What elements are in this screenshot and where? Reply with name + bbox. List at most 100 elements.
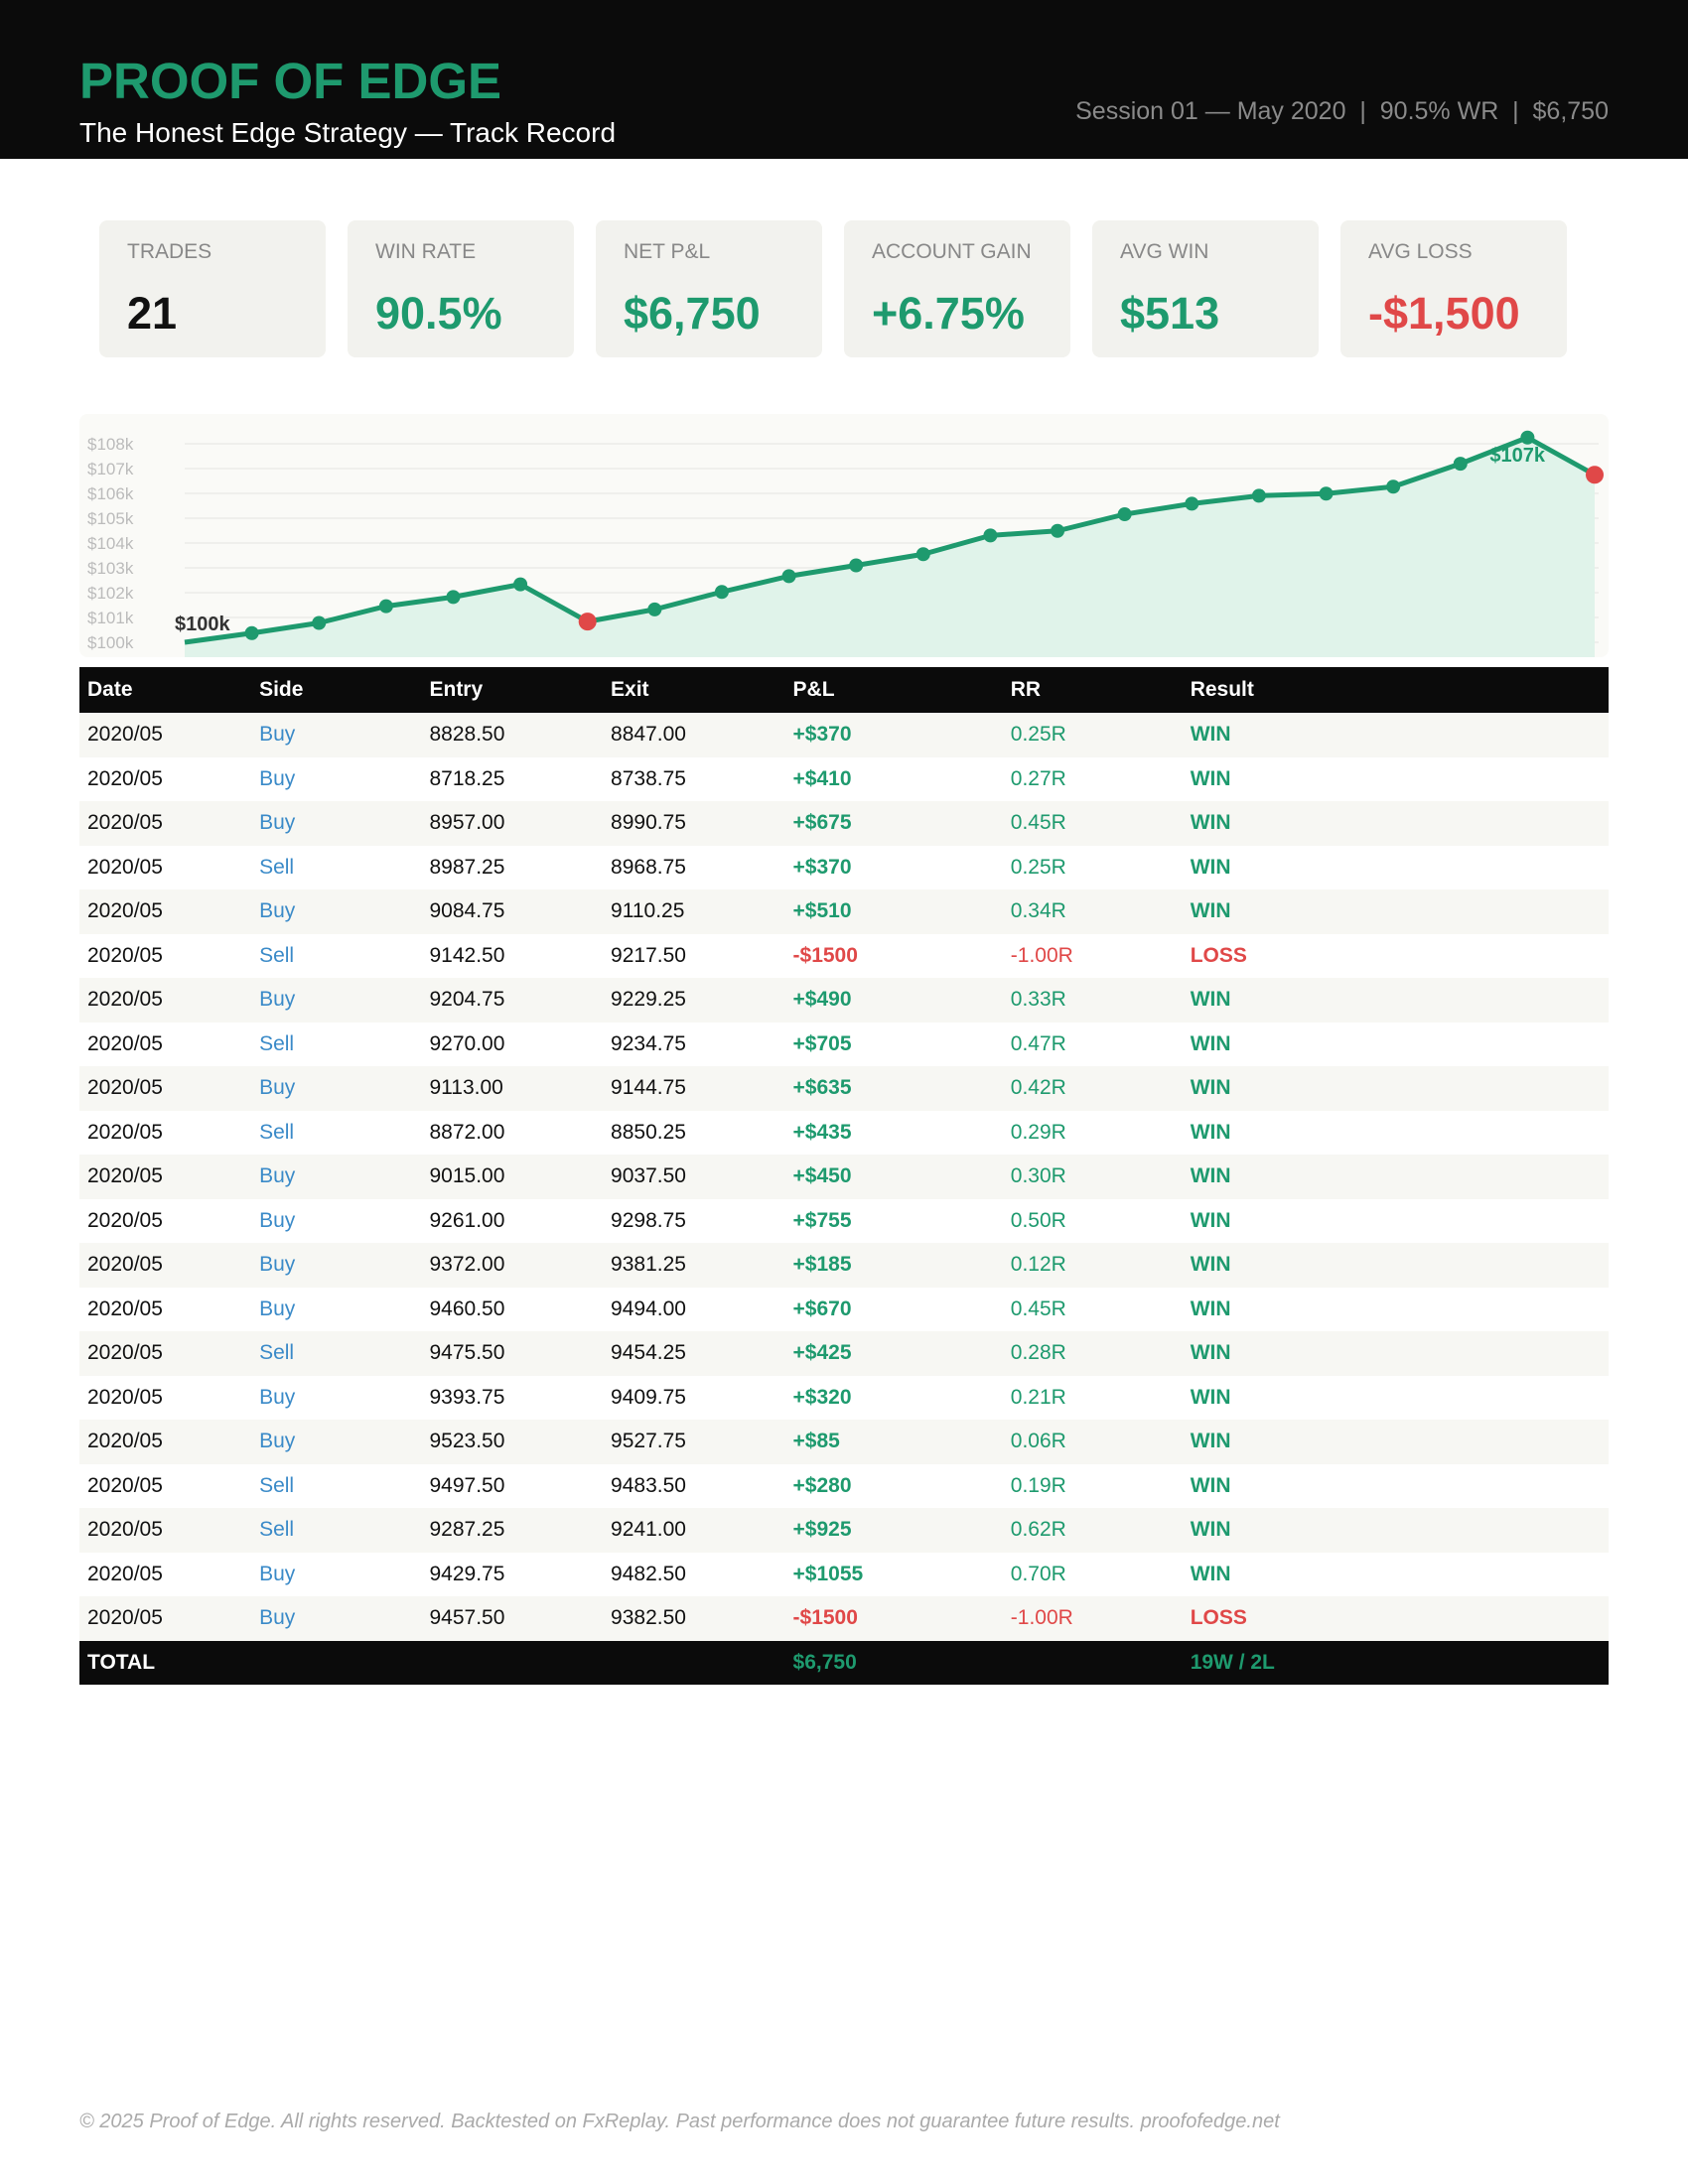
table-cell: 9409.75 — [611, 1385, 686, 1409]
table-cell: 8828.50 — [421, 713, 604, 757]
table-cell: 8847.00 — [603, 713, 785, 757]
equity-point — [647, 602, 662, 616]
y-tick-label: $108k — [87, 435, 134, 454]
table-cell: 9494.00 — [611, 1297, 686, 1320]
table-cell: WIN — [1190, 855, 1231, 879]
table-cell: -$1500 — [784, 1596, 1003, 1641]
header: PROOF OF EDGE The Honest Edge Strategy —… — [0, 0, 1688, 159]
table-cell: Buy — [251, 713, 422, 757]
total-label: TOTAL — [79, 1640, 252, 1685]
table-cell: 9475.50 — [421, 1331, 604, 1376]
table-cell: WIN — [1182, 1155, 1609, 1199]
table-cell: WIN — [1182, 889, 1609, 934]
table-cell: 9527.75 — [603, 1420, 785, 1464]
table-cell: -1.00R — [1002, 1596, 1183, 1641]
table-cell: 9241.00 — [603, 1508, 785, 1553]
stat-value: +6.75% — [872, 288, 1025, 339]
trade-table: Date Side Entry Exit P&L RR Result 2020/05 Buy 88… — [79, 667, 1609, 1685]
table-cell: WIN — [1182, 978, 1609, 1023]
table-cell: Buy — [251, 978, 422, 1023]
stat-value: $513 — [1120, 288, 1220, 339]
table-cell: Buy — [251, 889, 422, 934]
table-cell: 2020/05 — [87, 1120, 163, 1144]
column-header: Date — [79, 667, 252, 713]
equity-chart: $100k $101k $102k $103k $104k $105k $106k $107k… — [79, 414, 1609, 657]
table-cell: 0.34R — [1002, 889, 1183, 934]
table-cell: +$510 — [784, 889, 1003, 934]
table-cell: 9261.00 — [429, 1208, 505, 1232]
equity-point — [312, 615, 327, 630]
table-cell: 0.06R — [1002, 1420, 1183, 1464]
y-tick-label: $102k — [87, 584, 134, 603]
stat-card: AVG LOSS -$1,500 — [1340, 220, 1567, 357]
table-cell: 8990.75 — [603, 801, 785, 846]
table-cell: Sell — [259, 1473, 295, 1497]
table-cell: 9497.50 — [429, 1473, 505, 1497]
table-cell: 9460.50 — [429, 1297, 505, 1320]
table-cell: 9037.50 — [603, 1155, 785, 1199]
table-cell: WIN — [1182, 713, 1609, 757]
y-tick-label: $101k — [87, 609, 134, 627]
table-cell: 9113.00 — [421, 1066, 604, 1111]
table-cell: 8850.25 — [611, 1120, 686, 1144]
table-cell: +$185 — [784, 1243, 1003, 1288]
stat-card: TRADES 21 — [99, 220, 326, 357]
table-cell: 0.45R — [1002, 801, 1183, 846]
table-cell: 0.19R — [1010, 1473, 1066, 1497]
table-cell: Buy — [251, 1155, 422, 1199]
table-row: 2020/05 Sell 9475.50 9454.25 +$425 0.28R WIN — [79, 1331, 1609, 1376]
table-row: 2020/05 Sell 9142.50 9217.50 -$1500 -1.00R LOS… — [79, 934, 1609, 979]
table-cell: 0.45R — [1010, 1297, 1066, 1320]
table-cell: 9393.75 — [429, 1385, 505, 1409]
table-cell: Sell — [259, 1120, 295, 1144]
table-cell: 0.70R — [1010, 1562, 1066, 1585]
table-cell: Buy — [251, 801, 422, 846]
equity-line — [184, 435, 1597, 645]
table-cell: 0.47R — [1010, 1031, 1066, 1055]
table-row: 2020/05 Buy 9372.00 9381.25 +$185 0.12R WIN — [79, 1243, 1609, 1288]
stat-label: ACCOUNT GAIN — [872, 240, 1032, 263]
table-cell: Sell — [259, 855, 295, 879]
equity-point — [1453, 457, 1468, 472]
table-cell — [421, 1640, 604, 1685]
table-row: 2020/05 Buy 9015.00 9037.50 +$450 0.30R WIN — [79, 1155, 1609, 1199]
table-cell: 9381.25 — [603, 1243, 785, 1288]
table-cell: 2020/05 — [87, 1297, 163, 1320]
table-cell: WIN — [1190, 1385, 1231, 1409]
equity-point — [1117, 507, 1132, 521]
table-cell: WIN — [1182, 1243, 1609, 1288]
table-cell: 2020/05 — [79, 1331, 252, 1376]
table-cell: 9298.75 — [611, 1208, 686, 1232]
equity-point — [849, 558, 864, 573]
table-cell: 0.28R — [1002, 1331, 1183, 1376]
table-cell: Sell — [259, 943, 295, 967]
table-cell: 2020/05 — [87, 1208, 163, 1232]
table-cell: 8987.25 — [429, 855, 505, 879]
equity-point — [781, 569, 796, 584]
equity-point — [1586, 466, 1604, 484]
table-cell: 0.25R — [1002, 713, 1183, 757]
table-cell: 8872.00 — [429, 1120, 505, 1144]
stat-label: NET P&L — [624, 240, 711, 263]
total-pnl: $6,750 — [784, 1640, 1003, 1685]
stat-value: $6,750 — [624, 288, 761, 339]
column-header: Entry — [421, 667, 604, 713]
equity-point — [1319, 486, 1334, 501]
table-row: 2020/05 Sell 9270.00 9234.75 +$705 0.47R WIN — [79, 1023, 1609, 1067]
equity-point — [1520, 430, 1535, 445]
table-cell: +$370 — [784, 713, 1003, 757]
table-row: 2020/05 Buy 9393.75 9409.75 +$320 0.21R WIN — [79, 1376, 1609, 1421]
column-header: RR — [1002, 667, 1183, 713]
table-cell: WIN — [1182, 1508, 1609, 1553]
table-cell: 0.33R — [1002, 978, 1183, 1023]
y-tick-label: $106k — [87, 484, 134, 503]
table-cell: 9287.25 — [421, 1508, 604, 1553]
total-result: 19W / 2L — [1182, 1640, 1609, 1685]
equity-point — [1185, 496, 1199, 511]
table-cell: WIN — [1182, 801, 1609, 846]
stat-card: ACCOUNT GAIN +6.75% — [844, 220, 1070, 357]
table-cell: 2020/05 — [79, 978, 252, 1023]
table-row: 2020/05 Sell 9287.25 9241.00 +$925 0.62R WIN — [79, 1508, 1609, 1553]
table-cell: WIN — [1190, 1120, 1231, 1144]
table-cell: WIN — [1182, 1066, 1609, 1111]
